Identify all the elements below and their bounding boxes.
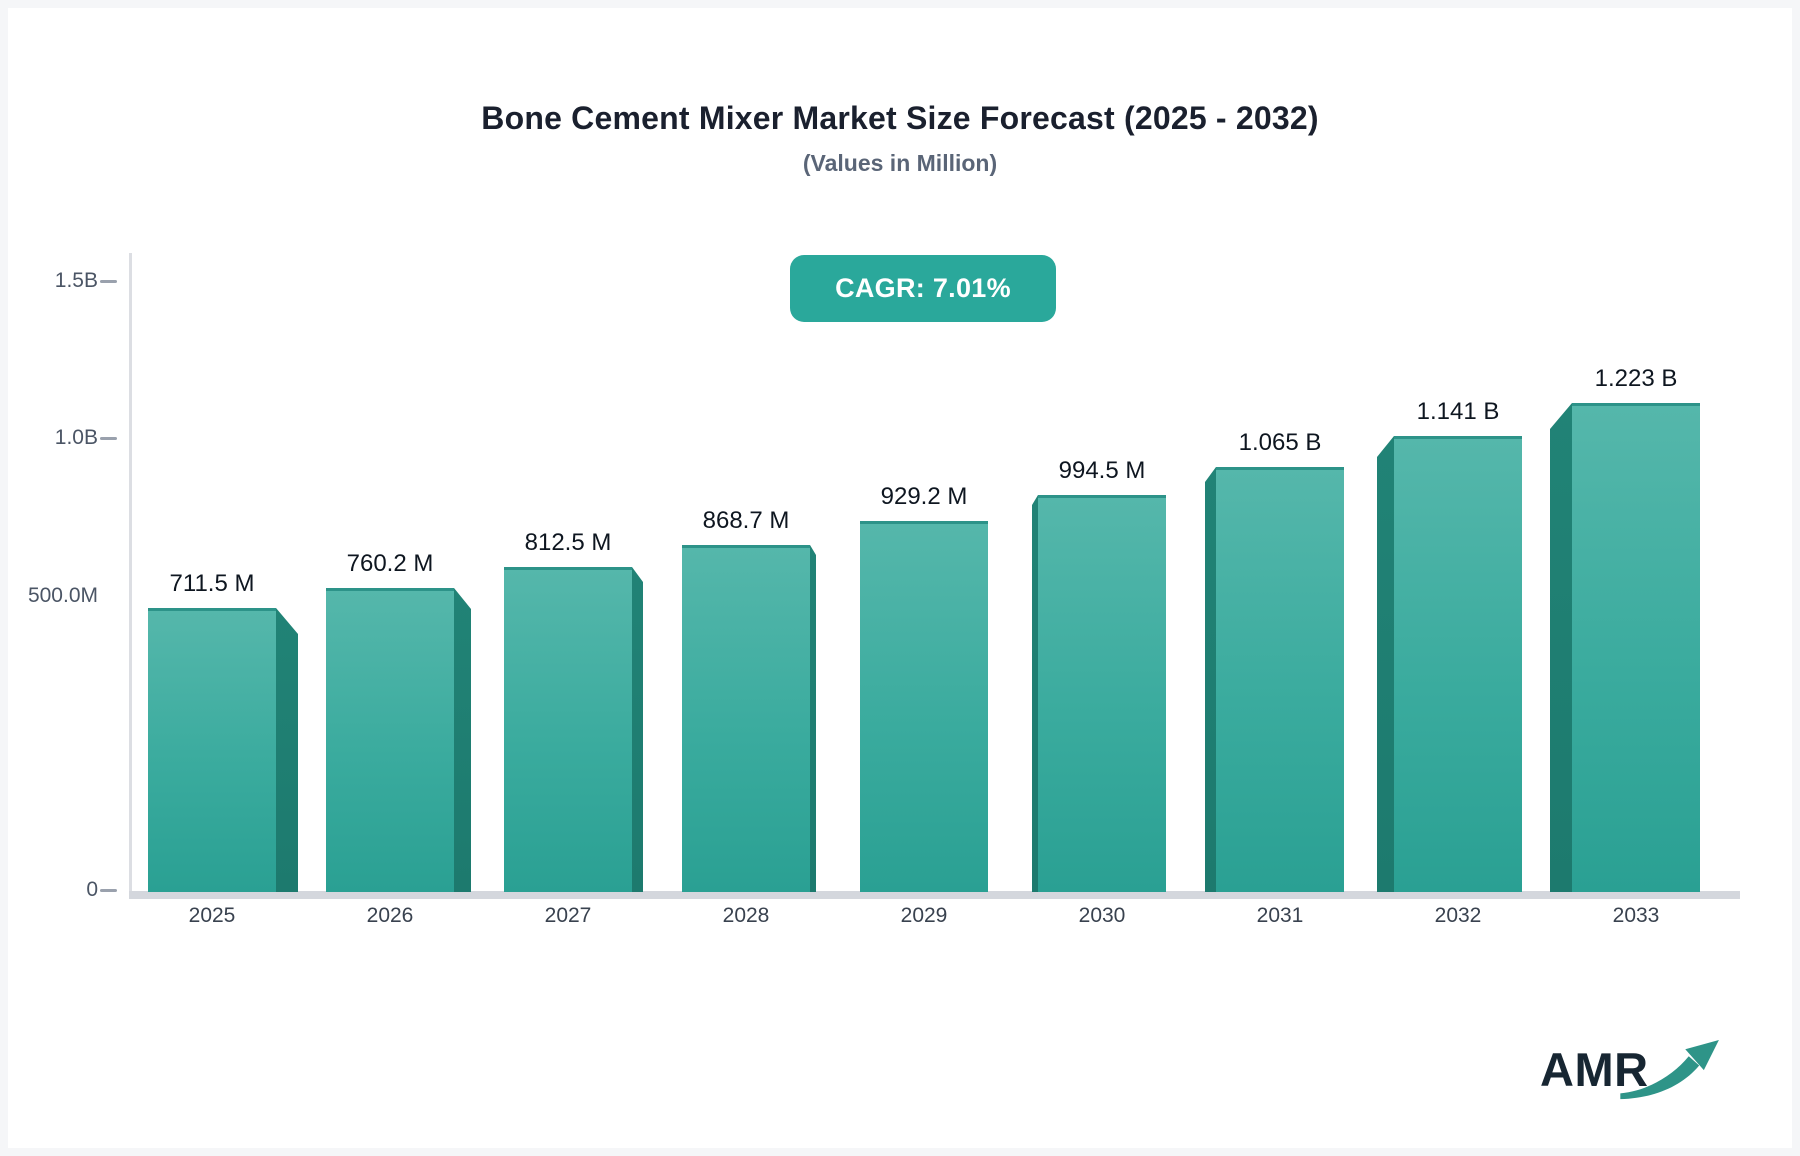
bar-side-face (276, 608, 298, 892)
x-axis-year-label: 2025 (188, 904, 236, 927)
bar-side-face (632, 567, 643, 892)
bar-face (682, 545, 810, 892)
chart-title: Bone Cement Mixer Market Size Forecast (… (481, 100, 1319, 136)
bar-side-face (810, 545, 816, 892)
y-tick-dash (100, 280, 117, 283)
x-axis-year-label: 2031 (1256, 904, 1304, 927)
page-card: Bone Cement Mixer Market Size Forecast (… (8, 8, 1792, 1148)
bar-side-face (1032, 495, 1038, 892)
x-axis-year-label: 2030 (1078, 904, 1126, 927)
y-axis-line (129, 253, 132, 892)
bar-value-label: 760.2 M (346, 550, 434, 577)
x-axis-year-label: 2033 (1612, 904, 1660, 927)
plot-area: 1.5B 1.0B 500.0M 0 711.5 M 2025 760.2 M 2026 812… (8, 8, 1792, 1148)
y-tick-label: 500.0M (27, 584, 98, 607)
bar-face (1572, 403, 1700, 892)
bar-value-label: 1.065 B (1238, 429, 1322, 456)
x-axis-year-label: 2027 (544, 904, 592, 927)
amr-logo-arrow-icon (1620, 1040, 1719, 1100)
bar-value-label: 812.5 M (524, 529, 612, 556)
y-tick-dash (100, 437, 117, 440)
amr-logo: AMR (1540, 1034, 1740, 1118)
y-tick-label: 1.5B (54, 269, 98, 292)
x-axis-year-label: 2029 (900, 904, 948, 927)
bar-side-face (454, 588, 471, 892)
bar-value-label: 929.2 M (880, 483, 968, 510)
y-tick-dash (100, 889, 117, 892)
bar-value-label: 1.223 B (1594, 365, 1678, 392)
cagr-badge-label: CAGR: 7.01% (835, 273, 1011, 303)
amr-logo-text: AMR (1540, 1043, 1649, 1096)
bar-face (1038, 495, 1166, 892)
bar-value-label: 711.5 M (169, 570, 255, 597)
bar-side-face (1377, 436, 1394, 892)
bar-face (148, 608, 276, 892)
cagr-badge: CAGR: 7.01% (790, 255, 1056, 322)
bar-value-label: 994.5 M (1058, 457, 1146, 484)
bar-face (1394, 436, 1522, 892)
bar-face (504, 567, 632, 892)
bar-face (860, 521, 988, 892)
x-axis-year-label: 2028 (722, 904, 770, 927)
bar-side-face (1205, 467, 1216, 892)
chart-subtitle: (Values in Million) (802, 150, 998, 176)
bar-side-face (1550, 403, 1572, 892)
x-axis-year-label: 2026 (366, 904, 414, 927)
bar-face (1216, 467, 1344, 892)
bar-value-label: 1.141 B (1416, 398, 1500, 425)
bar-value-label: 868.7 M (702, 507, 790, 534)
x-axis-year-label: 2032 (1434, 904, 1482, 927)
bar-face (326, 588, 454, 892)
x-axis-baseline (129, 891, 1740, 899)
y-tick-label: 0 (86, 878, 98, 901)
y-tick-label: 1.0B (54, 426, 98, 449)
